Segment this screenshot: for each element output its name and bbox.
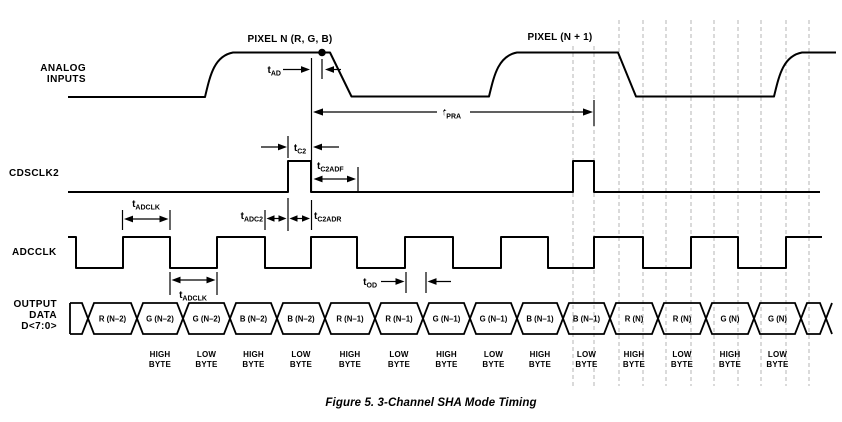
svg-text:BYTE: BYTE [671,360,694,369]
svg-text:LOW: LOW [389,350,409,359]
output-data-label: OUTPUT [13,299,57,310]
svg-text:HIGH: HIGH [720,350,741,359]
svg-text:BYTE: BYTE [766,360,789,369]
analog-inputs-waveform [68,48,836,98]
reference-ticks [121,58,595,295]
cdsclk2-label: CDSCLK2 [9,168,59,179]
tadc2-label: tADC2 [241,211,264,224]
svg-text:BYTE: BYTE [195,360,218,369]
svg-text:LOW: LOW [577,350,597,359]
data-cell-label: G (N–2) [146,315,174,324]
svg-text:BYTE: BYTE [482,360,505,369]
data-cell-label: G (N–1) [433,315,461,324]
svg-text:BYTE: BYTE [339,360,362,369]
svg-text:BYTE: BYTE [623,360,646,369]
adcclk-label: ADCCLK [12,247,57,258]
svg-text:BYTE: BYTE [435,360,458,369]
data-cell-label: B (N–2) [240,315,268,324]
svg-text:LOW: LOW [291,350,311,359]
svg-text:LOW: LOW [768,350,788,359]
tadclk-high-label: tADCLK [132,199,160,212]
svg-text:BYTE: BYTE [149,360,172,369]
svg-text:HIGH: HIGH [530,350,551,359]
svg-text:LOW: LOW [484,350,504,359]
output-data-bus [69,302,833,335]
tc2adr-label: tC2ADR [314,211,341,224]
data-cell-label: B (N–1) [526,315,554,324]
figure-caption: Figure 5. 3-Channel SHA Mode Timing [325,397,536,409]
data-cell-label: G (N–2) [193,315,221,324]
svg-text:HIGH: HIGH [436,350,457,359]
svg-text:BYTE: BYTE [719,360,742,369]
timing-parameter-labels: tAD tPRA tC2 tC2ADF tADCLK tADCLK tADC2 … [132,65,463,303]
data-cell-label: B (N–2) [287,315,315,324]
pixel-n-label: PIXEL N (R, G, B) [248,34,333,45]
svg-text:BYTE: BYTE [575,360,598,369]
svg-text:LOW: LOW [197,350,217,359]
svg-text:LOW: LOW [672,350,692,359]
signal-labels: ANALOG INPUTS CDSCLK2 ADCCLK OUTPUT DATA… [9,63,86,332]
svg-text:HIGH: HIGH [624,350,645,359]
data-cell-labels: R (N–2) G (N–2) G (N–2) B (N–2) B (N–2) … [99,315,788,324]
data-cell-label: R (N–1) [385,315,413,324]
analog-inputs-label: INPUTS [47,74,86,85]
data-cell-label: R (N–1) [336,315,364,324]
data-cell-label: R (N–2) [99,315,127,324]
svg-text:BYTE: BYTE [290,360,313,369]
grid-dashed-lines [572,20,810,386]
data-cell-label: B (N–1) [573,315,601,324]
svg-text:BYTE: BYTE [242,360,265,369]
data-cell-label: G (N) [720,315,739,324]
adcclk-waveform [68,236,822,269]
svg-text:BYTE: BYTE [529,360,552,369]
svg-text:HIGH: HIGH [340,350,361,359]
tpra-label: tPRA [443,108,461,121]
data-cell-label: R (N) [625,315,644,324]
cdsclk2-waveform [68,160,820,193]
sample-point-dot [318,48,326,57]
svg-text:HIGH: HIGH [243,350,264,359]
tadclk-low-label: tADCLK [179,290,207,303]
tc2adf-label: tC2ADF [317,161,344,174]
analog-inputs-label: ANALOG [40,63,86,74]
output-data-label: D<7:0> [21,321,57,332]
data-cell-label: G (N–1) [480,315,508,324]
tad-label: tAD [268,65,281,78]
timing-arrows [124,66,593,285]
data-cell-label: R (N) [673,315,692,324]
output-data-label: DATA [29,310,57,321]
data-cell-label: G (N) [768,315,787,324]
svg-text:HIGH: HIGH [150,350,171,359]
pixel-n-plus-1-label: PIXEL (N + 1) [528,32,593,43]
tod-label: tOD [363,277,377,290]
tc2-label: tC2 [294,143,306,156]
svg-text:BYTE: BYTE [388,360,411,369]
